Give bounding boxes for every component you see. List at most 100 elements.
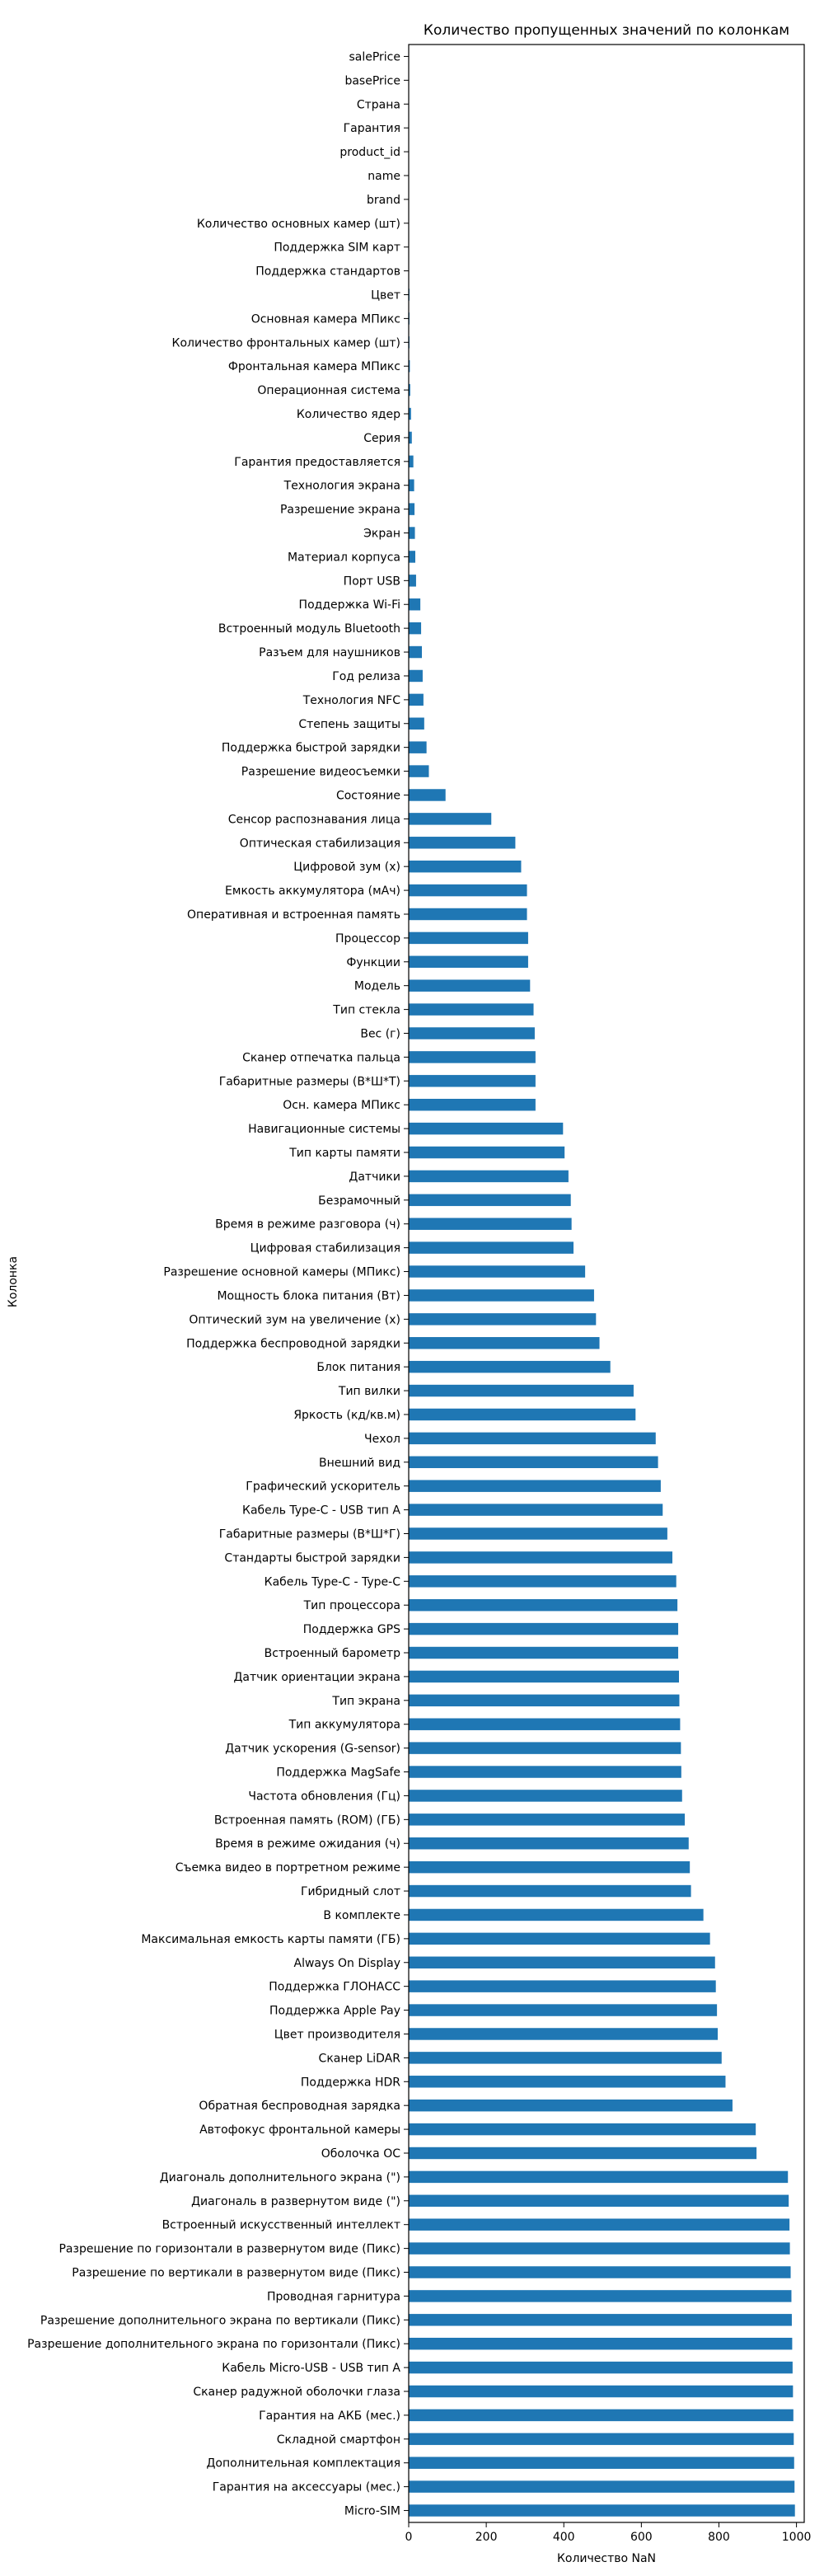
y-tick-label: Операционная система xyxy=(257,384,400,397)
y-tick-label: Поддержка Apple Pay xyxy=(269,2005,400,2018)
bar xyxy=(409,1385,634,1396)
bar xyxy=(409,2386,793,2397)
bar xyxy=(409,2218,789,2230)
bar xyxy=(409,1909,704,1921)
y-tick-label: product_id xyxy=(339,146,400,159)
bar xyxy=(409,1194,571,1206)
category-labels: salePricebasePriceСтранаГарантияproduct_… xyxy=(27,50,400,2517)
bar xyxy=(409,741,427,753)
y-tick-label: Сканер радужной оболочки глаза xyxy=(193,2386,400,2399)
bar xyxy=(409,2457,794,2469)
y-tick-label: Чехол xyxy=(364,1433,400,1446)
y-tick-label: Обратная беспроводная зарядка xyxy=(199,2100,400,2113)
y-tick-label: Датчик ускорения (G-sensor) xyxy=(225,1743,400,1756)
y-tick-label: Съемка видео в портретном режиме xyxy=(176,1861,400,1875)
y-tick-label: Цвет производителя xyxy=(274,2028,400,2041)
y-tick-label: Технология NFC xyxy=(302,694,401,707)
y-tick-label: Состояние xyxy=(336,789,400,802)
y-tick-label: Максимальная емкость карты памяти (ГБ) xyxy=(141,1933,400,1946)
y-tick-label: Разрешение по горизонтали в развернутом … xyxy=(59,2243,400,2256)
y-tick-label: Частота обновления (Гц) xyxy=(248,1790,400,1803)
y-tick-label: Автофокус фронтальной камеры xyxy=(199,2123,400,2137)
y-tick-label: Время в режиме ожидания (ч) xyxy=(215,1837,400,1851)
bars xyxy=(409,218,795,2517)
y-tick-label: Осн. камера МПикс xyxy=(283,1099,400,1112)
bar xyxy=(409,861,521,872)
y-tick-label: Основная камера МПикс xyxy=(251,312,400,326)
y-tick-label: Технология экрана xyxy=(283,480,400,493)
y-tick-label: Разрешение дополнительного экрана по вер… xyxy=(40,2314,400,2327)
y-tick-label: Тип карты памяти xyxy=(288,1147,400,1160)
y-tick-label: Разрешение по вертикали в развернутом ви… xyxy=(72,2267,400,2280)
bar xyxy=(409,551,415,562)
bar xyxy=(409,1933,710,1945)
y-tick-label: Диагональ в развернутом виде (") xyxy=(191,2195,400,2208)
bar xyxy=(409,718,424,730)
y-tick-label: Разрешение основной камеры (МПикс) xyxy=(163,1266,400,1279)
bar xyxy=(409,2338,792,2349)
bar xyxy=(409,837,515,848)
y-tick-label: Габаритные размеры (В*Ш*Т) xyxy=(219,1075,400,1088)
y-tick-label: Поддержка беспроводной зарядки xyxy=(186,1337,400,1350)
bar xyxy=(409,1742,681,1753)
y-tick-label: Датчики xyxy=(349,1171,400,1184)
y-tick-label: Цифровой зум (x) xyxy=(293,861,400,874)
y-tick-label: Встроенный искусственный интеллект xyxy=(162,2219,400,2232)
bar xyxy=(409,1504,662,1515)
y-tick-label: Цифровая стабилизация xyxy=(250,1242,400,1255)
bar xyxy=(409,1171,569,1182)
bar xyxy=(409,1051,536,1063)
y-tick-label: Разъем для наушников xyxy=(259,646,400,659)
y-tick-label: Мощность блока питания (Вт) xyxy=(217,1289,400,1302)
y-tick-label: Проводная гарнитура xyxy=(267,2290,400,2303)
x-tick-label: 1000 xyxy=(782,2531,812,2544)
bar xyxy=(409,1147,564,1158)
bar xyxy=(409,1099,536,1110)
bar xyxy=(409,1433,656,1444)
y-tick-label: Сканер LiDAR xyxy=(319,2052,401,2065)
y-tick-label: Тип аккумулятора xyxy=(288,1719,400,1732)
bar xyxy=(409,2076,725,2087)
bar xyxy=(409,646,422,658)
y-tick-label: Габаритные размеры (В*Ш*Г) xyxy=(219,1527,400,1541)
y-tick-label: Модель xyxy=(354,980,400,993)
y-tick-label: Встроенная память (ROM) (ГБ) xyxy=(214,1814,400,1827)
y-tick-label: Дополнительная комплектация xyxy=(206,2457,400,2470)
y-tick-label: salePrice xyxy=(349,50,400,63)
bar xyxy=(409,527,415,538)
bar xyxy=(409,956,528,968)
x-tick-label: 0 xyxy=(405,2531,413,2544)
bar xyxy=(409,1480,661,1491)
bar xyxy=(409,479,414,490)
y-tick-label: Разрешение дополнительного экрана по гор… xyxy=(27,2338,400,2351)
bar xyxy=(409,2242,790,2254)
y-tick-label: Страна xyxy=(357,98,400,111)
y-tick-label: Тип экрана xyxy=(331,1695,400,1708)
bar xyxy=(409,1265,585,1277)
y-tick-label: Год релиза xyxy=(332,670,400,683)
bar xyxy=(409,884,527,896)
y-tick-label: Встроенный барометр xyxy=(265,1647,400,1660)
bar xyxy=(409,1647,678,1659)
bar xyxy=(409,575,416,586)
y-tick-label: Оболочка ОС xyxy=(321,2147,401,2161)
bar xyxy=(409,456,414,467)
bar xyxy=(409,1527,667,1539)
bar xyxy=(409,1980,716,1992)
y-tick-label: Вес (г) xyxy=(360,1028,400,1041)
y-tick-label: Оперативная и встроенная память xyxy=(187,908,400,922)
y-tick-label: Серия xyxy=(363,432,400,445)
y-tick-label: Экран xyxy=(363,528,400,541)
y-tick-label: Материал корпуса xyxy=(288,551,400,564)
y-tick-label: Степень защиты xyxy=(298,718,400,731)
y-tick-label: Кабель Type-C - USB тип A xyxy=(242,1504,400,1518)
y-tick-label: Оптический зум на увеличение (x) xyxy=(189,1313,400,1326)
bar xyxy=(409,1551,672,1563)
x-tick-label: 200 xyxy=(475,2531,498,2544)
bar xyxy=(409,503,414,514)
bar xyxy=(409,1575,677,1587)
y-tick-label: Время в режиме разговора (ч) xyxy=(215,1218,400,1232)
bar xyxy=(409,1837,689,1849)
y-tick-label: Разрешение видеосъемки xyxy=(241,766,400,779)
